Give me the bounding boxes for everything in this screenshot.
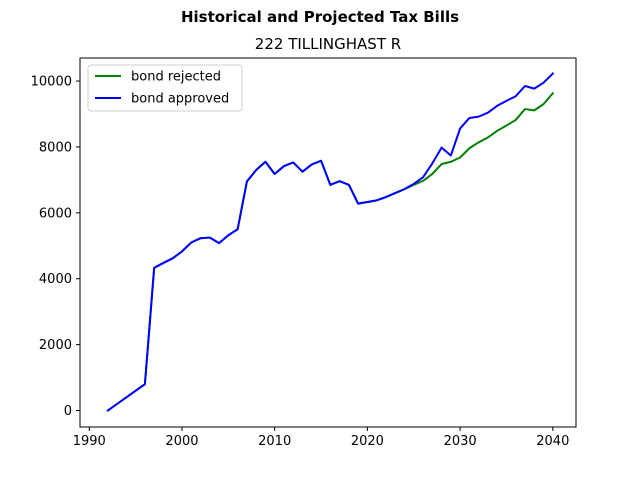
series-line-bond-rejected bbox=[106, 91, 555, 412]
x-tick-label: 2040 bbox=[536, 434, 569, 449]
legend-label: bond approved bbox=[131, 92, 229, 107]
legend-label: bond rejected bbox=[131, 70, 221, 85]
x-tick-label: 2030 bbox=[444, 434, 477, 449]
y-tick-label: 0 bbox=[64, 404, 72, 419]
x-tick-label: 2010 bbox=[258, 434, 291, 449]
y-tick-label: 8000 bbox=[39, 140, 72, 155]
legend-box bbox=[87, 64, 243, 112]
y-tick-label: 2000 bbox=[39, 338, 72, 353]
chart-title: 222 TILLINGHAST R bbox=[255, 35, 401, 53]
y-tick-label: 4000 bbox=[39, 272, 72, 287]
x-tick-label: 2020 bbox=[351, 434, 384, 449]
x-tick-label: 1990 bbox=[73, 434, 106, 449]
axes-frame bbox=[79, 57, 577, 428]
x-tick-label: 2000 bbox=[165, 434, 198, 449]
series-line-bond-approved bbox=[106, 72, 555, 412]
y-tick-label: 6000 bbox=[39, 206, 72, 221]
y-tick-label: 10000 bbox=[31, 75, 72, 90]
chart-suptitle: Historical and Projected Tax Bills bbox=[181, 8, 459, 26]
plot-area: 1990 2000 2010 2020 2030 2040 0 2000 4000 6000 800… bbox=[31, 57, 577, 449]
